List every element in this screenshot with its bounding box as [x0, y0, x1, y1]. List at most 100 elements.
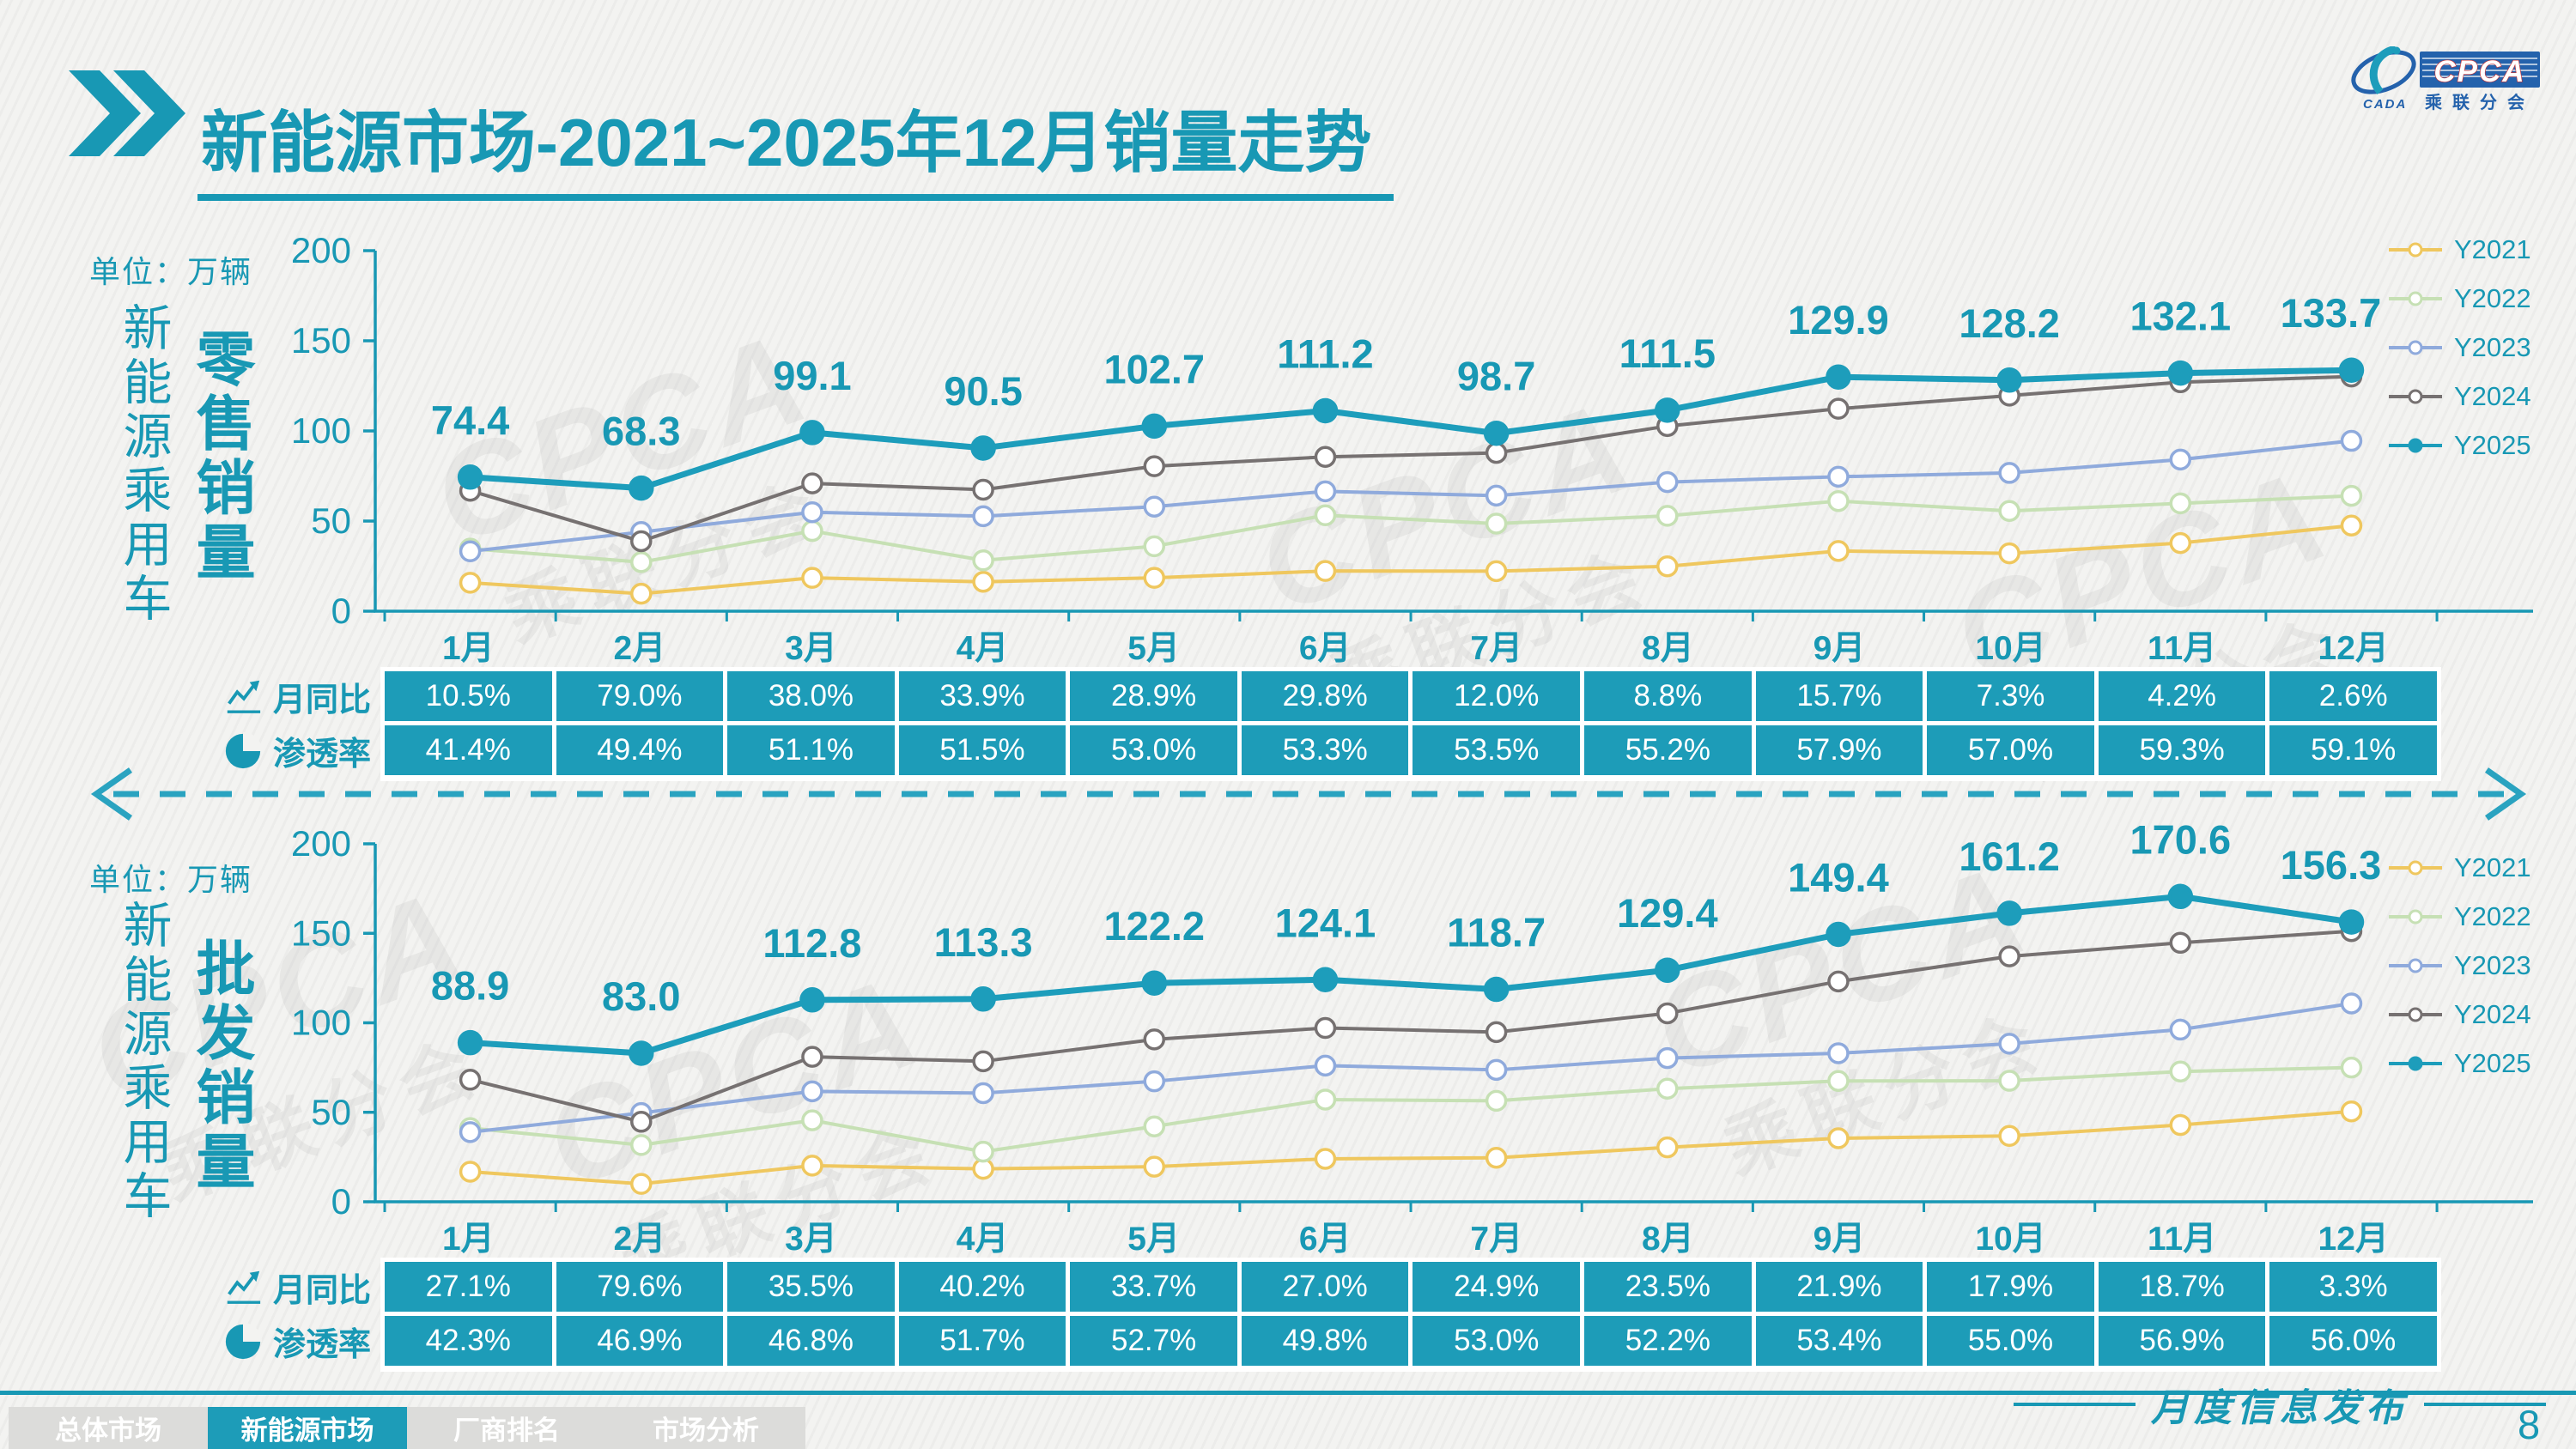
month-label: 10月	[1975, 1221, 2046, 1258]
series-line-Y2025	[470, 893, 2352, 1057]
pie-icon	[223, 1321, 263, 1361]
data-point-Y2021	[801, 567, 823, 589]
table-cell: 79.0%	[556, 671, 724, 721]
month-label: 3月	[785, 1221, 837, 1258]
data-point-Y2021	[972, 571, 994, 593]
unit-label: 单位：万辆	[89, 254, 253, 289]
data-point-Y2022	[2340, 1056, 2363, 1079]
group-label-wholesale: 新能源乘用车	[116, 900, 171, 1224]
month-label: 5月	[1127, 1221, 1180, 1258]
table-cell: 8.8%	[1584, 671, 1752, 721]
data-point-Y2022	[1143, 535, 1166, 558]
month-label: 11月	[2148, 1221, 2217, 1258]
footer-tab-厂商排名[interactable]: 厂商排名	[407, 1407, 606, 1449]
caption-text: 月度信息发布	[2151, 1387, 2409, 1429]
table-cell: 49.4%	[556, 725, 724, 775]
data-point-Y2024	[1143, 1028, 1166, 1051]
table-cell: 18.7%	[2098, 1262, 2266, 1312]
data-point-Y2022	[1314, 1088, 1337, 1111]
data-point-Y2024	[1998, 385, 2020, 407]
mom-row-wholesale: 27.1% 79.6% 35.5% 40.2% 33.7% 27.0% 24.9% 23.5%…	[385, 1262, 2437, 1312]
data-point-Y2023	[1827, 1042, 1850, 1064]
data-point-Y2025	[1483, 976, 1510, 1003]
data-label: 129.4	[1617, 890, 1718, 936]
y-tick-label: 100	[291, 1003, 351, 1043]
trend-icon	[223, 1267, 263, 1307]
data-label: 111.2	[1277, 330, 1373, 376]
data-point-Y2025	[1655, 397, 1680, 423]
table-cell: 7.3%	[1927, 671, 2094, 721]
data-point-Y2025	[799, 420, 825, 446]
data-point-Y2022	[1485, 1089, 1508, 1113]
legend-item-Y2022: Y2022	[2389, 900, 2576, 933]
month-label: 8月	[1642, 630, 1694, 667]
page-title: 新能源市场-2021~2025年12月销量走势	[197, 101, 1394, 201]
data-point-Y2022	[972, 549, 994, 572]
data-point-Y2024	[630, 530, 653, 553]
data-point-Y2022	[2340, 484, 2363, 507]
data-label: 102.7	[1103, 346, 1205, 391]
data-point-Y2023	[1314, 480, 1337, 503]
data-point-Y2023	[1485, 1058, 1508, 1082]
table-cell: 12.0%	[1413, 671, 1581, 721]
data-point-Y2025	[1312, 397, 1339, 424]
table-cell: 53.0%	[1070, 725, 1237, 775]
table-cell: 21.9%	[1755, 1262, 1923, 1312]
table-cell: 53.5%	[1413, 725, 1581, 775]
legend-item-Y2022: Y2022	[2389, 282, 2576, 315]
data-label: 118.7	[1447, 910, 1546, 955]
data-label: 132.1	[2129, 294, 2231, 339]
data-point-Y2022	[630, 1134, 653, 1156]
series-line-Y2021	[470, 524, 2352, 596]
table-cell: 38.0%	[727, 671, 895, 721]
logo-cada-text: CADA	[2363, 97, 2407, 112]
data-point-Y2022	[1998, 1070, 2020, 1092]
table-cell: 55.2%	[1584, 725, 1752, 775]
logo-banner	[2420, 52, 2540, 88]
table-cell: 2.6%	[2269, 671, 2437, 721]
data-point-Y2022	[2169, 492, 2192, 515]
title-rest: -2021~2025年12月销量走势	[536, 105, 1372, 181]
legend-retail: Y2021 Y2022 Y2023 Y2024 Y2025	[2389, 233, 2576, 478]
series-line-Y2024	[470, 929, 2352, 1124]
trend-icon	[223, 676, 263, 716]
data-point-Y2021	[1485, 1146, 1508, 1169]
data-label: 129.9	[1788, 297, 1889, 343]
table-cell: 35.5%	[727, 1262, 895, 1312]
footer-tab-市场分析[interactable]: 市场分析	[606, 1407, 805, 1449]
data-point-Y2024	[2340, 919, 2363, 943]
data-point-Y2023	[2340, 429, 2363, 452]
data-point-Y2022	[801, 519, 823, 543]
table-cell: 33.7%	[1070, 1262, 1237, 1312]
y-tick-label: 50	[311, 500, 351, 541]
data-point-Y2023	[2340, 992, 2363, 1015]
group-label-retail: 新能源乘用车	[116, 302, 171, 627]
month-label: 12月	[2318, 630, 2389, 667]
data-point-Y2021	[1998, 1125, 2020, 1148]
month-label: 9月	[1813, 1221, 1866, 1258]
y-tick-label: 200	[291, 823, 351, 864]
data-point-Y2023	[630, 521, 653, 543]
legend-item-Y2021: Y2021	[2389, 852, 2576, 884]
series-line-Y2022	[470, 494, 2352, 564]
data-point-Y2024	[1485, 441, 1508, 464]
data-point-Y2024	[972, 478, 994, 501]
series-line-Y2025	[470, 367, 2352, 492]
series-line-Y2024	[470, 374, 2352, 543]
table-cell: 57.0%	[1927, 725, 2094, 775]
data-point-Y2022	[801, 1109, 823, 1131]
data-point-Y2022	[1998, 500, 2020, 522]
month-label: 9月	[1813, 630, 1866, 667]
y-tick-label: 200	[291, 230, 351, 270]
table-cell: 49.8%	[1241, 1316, 1409, 1366]
month-label: 8月	[1642, 1221, 1694, 1258]
data-label: 122.2	[1103, 903, 1205, 949]
footer-caption: 月度信息发布	[2014, 1377, 2546, 1432]
footer-tab-新能源市场[interactable]: 新能源市场	[208, 1407, 407, 1449]
legend-item-Y2024: Y2024	[2389, 998, 2576, 1031]
month-label: 3月	[785, 630, 837, 667]
data-point-Y2021	[459, 572, 482, 594]
data-point-Y2023	[1656, 470, 1679, 494]
footer-tab-总体市场[interactable]: 总体市场	[9, 1407, 208, 1449]
